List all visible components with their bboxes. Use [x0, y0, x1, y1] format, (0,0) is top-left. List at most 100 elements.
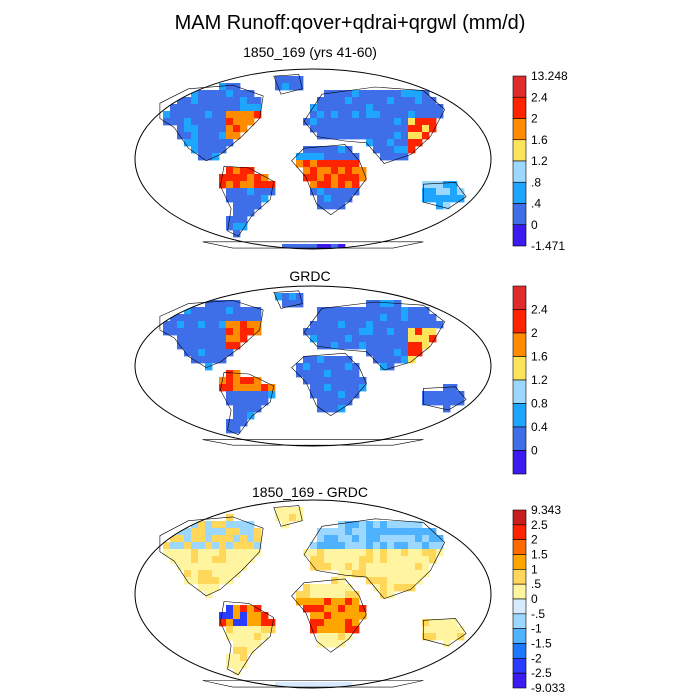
- map-cell: [254, 535, 262, 543]
- map-cell: [359, 556, 367, 564]
- map-cell: [359, 521, 367, 529]
- map-cell: [233, 370, 241, 378]
- map-cell: [226, 314, 234, 322]
- map-cell: [387, 591, 395, 599]
- map-cell: [233, 528, 241, 536]
- map-cell: [324, 342, 332, 350]
- map-cell: [233, 377, 241, 385]
- map-cell: [436, 321, 444, 329]
- colorbar-swatch: [512, 426, 527, 451]
- map-cell: [345, 626, 353, 634]
- map-cell: [198, 153, 206, 161]
- map-cell: [450, 626, 458, 634]
- map-cell: [310, 370, 318, 378]
- map-cell: [387, 111, 395, 119]
- map-cell: [450, 391, 458, 399]
- map-cell: [436, 542, 444, 550]
- map-cell: [394, 132, 402, 140]
- map-cell: [429, 626, 437, 634]
- map-cell: [226, 384, 234, 392]
- map-cell: [219, 335, 227, 343]
- map-cell: [394, 125, 402, 133]
- map-cell: [401, 90, 409, 98]
- map-cell: [429, 549, 437, 557]
- map-cell: [338, 570, 346, 578]
- map-cell: [429, 542, 437, 550]
- map-cell: [177, 335, 185, 343]
- map-cell: [170, 118, 178, 126]
- map-cell: [415, 570, 423, 578]
- map-cell: [310, 619, 318, 627]
- map-cell: [296, 300, 304, 308]
- map-cell: [387, 146, 395, 154]
- colorbar-label: 13.248: [531, 69, 568, 83]
- map-cell: [191, 146, 199, 154]
- map-cell: [170, 535, 178, 543]
- map-cell: [240, 612, 248, 620]
- map-cell: [240, 216, 248, 224]
- map-cell: [198, 356, 206, 364]
- map-cell: [233, 668, 241, 676]
- map-cell: [233, 619, 241, 627]
- map-cell: [394, 556, 402, 564]
- map-cell: [289, 507, 297, 515]
- map-cell: [436, 181, 444, 189]
- map-cell: [233, 181, 241, 189]
- map-cell: [247, 174, 255, 182]
- map-cell: [387, 97, 395, 105]
- map-cell: [282, 300, 290, 308]
- map-cell: [226, 535, 234, 543]
- map-cell: [345, 314, 353, 322]
- map-cell: [219, 300, 227, 308]
- map-cell: [205, 97, 213, 105]
- map-cell: [317, 549, 325, 557]
- map-cell: [268, 384, 276, 392]
- colorbar-swatch: [512, 450, 527, 475]
- map-cell: [338, 188, 346, 196]
- map-cell: [233, 342, 241, 350]
- map-cell: [373, 570, 381, 578]
- map-cell: [219, 577, 227, 585]
- map-cell: [338, 556, 346, 564]
- map-cell: [233, 216, 241, 224]
- map-cell: [205, 307, 213, 315]
- map-cell: [303, 377, 311, 385]
- map-cell: [191, 577, 199, 585]
- map-cell: [205, 349, 213, 357]
- map-cell: [338, 598, 346, 606]
- map-cell: [317, 104, 325, 112]
- map-cell: [289, 76, 297, 84]
- map-cell: [184, 104, 192, 112]
- map-cell: [324, 188, 332, 196]
- map-cell: [450, 195, 458, 203]
- map-cell: [345, 174, 353, 182]
- map-cell: [282, 244, 290, 249]
- map-cell: [422, 563, 430, 571]
- map-cell: [226, 174, 234, 182]
- map-cell: [352, 90, 360, 98]
- map-cell: [212, 349, 220, 357]
- map-cell: [191, 307, 199, 315]
- map-cell: [184, 342, 192, 350]
- map-cell: [429, 556, 437, 564]
- map-cell: [205, 549, 213, 557]
- map-cell: [233, 174, 241, 182]
- map-cell: [226, 577, 234, 585]
- map-cell: [352, 542, 360, 550]
- map-cell: [233, 412, 241, 420]
- map-cell: [387, 342, 395, 350]
- map-cell: [345, 521, 353, 529]
- map-cell: [380, 328, 388, 336]
- map-cell: [324, 626, 332, 634]
- map-cell: [415, 549, 423, 557]
- map-cell: [387, 535, 395, 543]
- map-cell: [233, 612, 241, 620]
- map-cell: [352, 307, 360, 315]
- map-cell: [226, 104, 234, 112]
- map-cell: [289, 682, 297, 688]
- colorbar-label: 2: [531, 326, 538, 340]
- map-cell: [373, 542, 381, 550]
- map-cell: [324, 356, 332, 364]
- map-cell: [415, 104, 423, 112]
- map-cell: [324, 563, 332, 571]
